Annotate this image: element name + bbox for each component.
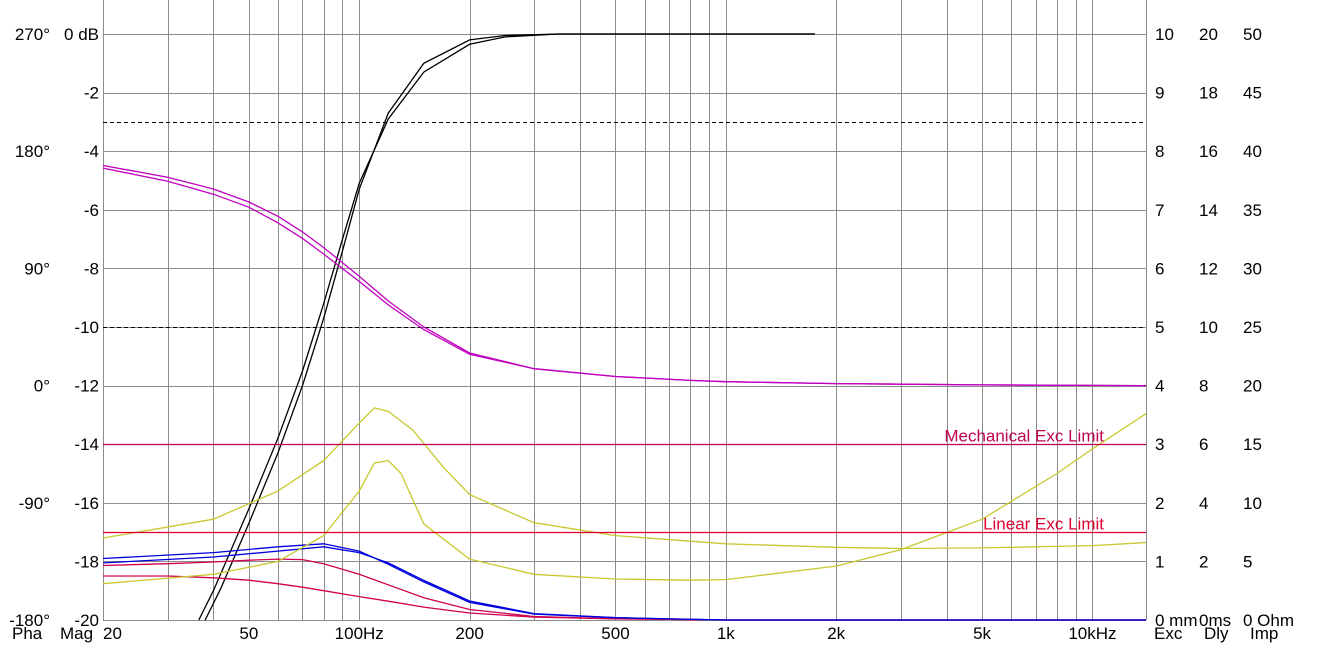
y-tick-label-phase: 180°	[15, 142, 50, 161]
y-tick-label-excursion_mm: 5	[1155, 318, 1164, 337]
legend-magnitude-label: Mag	[60, 624, 93, 643]
legend-imp-label: Imp	[1250, 624, 1278, 643]
series-curve-excursion_mm	[102, 558, 1146, 621]
y-tick-label-impedance_ohm: 25	[1243, 318, 1262, 337]
y-tick-label-excursion_mm: 7	[1155, 201, 1164, 220]
x-tick-label: 200	[455, 624, 483, 643]
y-tick-label-impedance_ohm: 20	[1243, 377, 1262, 396]
y-tick-label-db: -14	[74, 435, 99, 454]
y-tick-label-excursion_mm: 0 mm	[1155, 611, 1198, 630]
y-tick-label-db: -16	[74, 494, 99, 513]
y-tick-label-impedance_ohm: 40	[1243, 142, 1262, 161]
y-tick-label-db: -10	[74, 318, 99, 337]
x-tick-label: 100Hz	[335, 624, 384, 643]
y-tick-label-impedance_ohm: 30	[1243, 259, 1262, 278]
y-tick-label-delay_ms: 20	[1199, 25, 1218, 44]
y-tick-label-impedance_ohm: 50	[1243, 25, 1262, 44]
y-tick-label-delay_ms: 8	[1199, 377, 1208, 396]
limit-label: Linear Exc Limit	[983, 515, 1104, 534]
y-tick-label-excursion_mm: 9	[1155, 84, 1164, 103]
y-tick-label-phase: 270°	[15, 25, 50, 44]
y-tick-label-delay_ms: 14	[1199, 201, 1218, 220]
y-tick-label-db: -8	[84, 259, 99, 278]
legend: Pha Mag Exc Dly Imp	[12, 624, 1278, 643]
legend-phase-label: Pha	[12, 624, 43, 643]
y-tick-label-db: -4	[84, 142, 99, 161]
x-tick-label: 2k	[827, 624, 845, 643]
x-tick-label: 10kHz	[1068, 624, 1116, 643]
legend-dly-label: Dly	[1204, 624, 1229, 643]
y-tick-label-phase: -90°	[19, 494, 50, 513]
series-curves	[102, 33, 1147, 621]
y-tick-label-delay_ms: 16	[1199, 142, 1218, 161]
y-tick-label-impedance_ohm: 15	[1243, 435, 1262, 454]
y-tick-label-delay_ms: 0ms	[1199, 611, 1231, 630]
y-tick-label-excursion_mm: 3	[1155, 435, 1164, 454]
y-tick-label-delay_ms: 18	[1199, 84, 1218, 103]
y-tick-label-excursion_mm: 8	[1155, 142, 1164, 161]
y-tick-label-phase: -180°	[9, 611, 50, 630]
y-tick-label-phase: 0°	[34, 377, 50, 396]
y-tick-label-delay_ms: 10	[1199, 318, 1218, 337]
y-tick-label-db: -2	[84, 84, 99, 103]
y-tick-label-delay_ms: 12	[1199, 259, 1218, 278]
y-tick-label-delay_ms: 6	[1199, 435, 1208, 454]
y-tick-label-delay_ms: 2	[1199, 552, 1208, 571]
y-tick-label-impedance_ohm: 0 Ohm	[1243, 611, 1294, 630]
y-tick-label-db: -20	[74, 611, 99, 630]
y-tick-label-db: -12	[74, 377, 99, 396]
y-tick-label-impedance_ohm: 45	[1243, 84, 1262, 103]
x-tick-label: 5k	[973, 624, 991, 643]
limit-label: Mechanical Exc Limit	[944, 427, 1104, 446]
y-tick-label-excursion_mm: 6	[1155, 259, 1164, 278]
series-curve-magnitude_db	[204, 33, 815, 621]
series-curve-impedance_ohm	[102, 413, 1147, 585]
series-curve-delay_ms	[102, 546, 1146, 621]
excursion-limits: Mechanical Exc Limit Linear Exc Limit	[103, 427, 1146, 534]
legend-exc-label: Exc	[1154, 624, 1183, 643]
y-tick-label-impedance_ohm: 10	[1243, 494, 1262, 513]
y-tick-label-db: -18	[74, 552, 99, 571]
series-curve-impedance_ohm	[102, 407, 1147, 550]
y-tick-label-excursion_mm: 2	[1155, 494, 1164, 513]
series-curve-phase_deg	[102, 164, 1147, 387]
y-tick-label-excursion_mm: 4	[1155, 377, 1164, 396]
y-tick-label-impedance_ohm: 35	[1243, 201, 1262, 220]
y-tick-label-phase: 90°	[24, 259, 50, 278]
x-tick-label: 1k	[717, 624, 735, 643]
x-tick-label: 500	[601, 624, 629, 643]
y-tick-label-excursion_mm: 1	[1155, 552, 1164, 571]
axis-labels: 0 dB-2-4-6-8-10-12-14-16-18-20270°180°90…	[9, 25, 1294, 643]
y-tick-label-db: -6	[84, 201, 99, 220]
y-tick-label-delay_ms: 4	[1199, 494, 1208, 513]
y-tick-label-db: 0 dB	[64, 25, 99, 44]
y-tick-label-excursion_mm: 10	[1155, 25, 1174, 44]
y-tick-label-impedance_ohm: 5	[1243, 552, 1252, 571]
series-curve-magnitude_db	[198, 33, 815, 621]
x-tick-label: 50	[239, 624, 258, 643]
x-tick-label: 20	[103, 624, 122, 643]
